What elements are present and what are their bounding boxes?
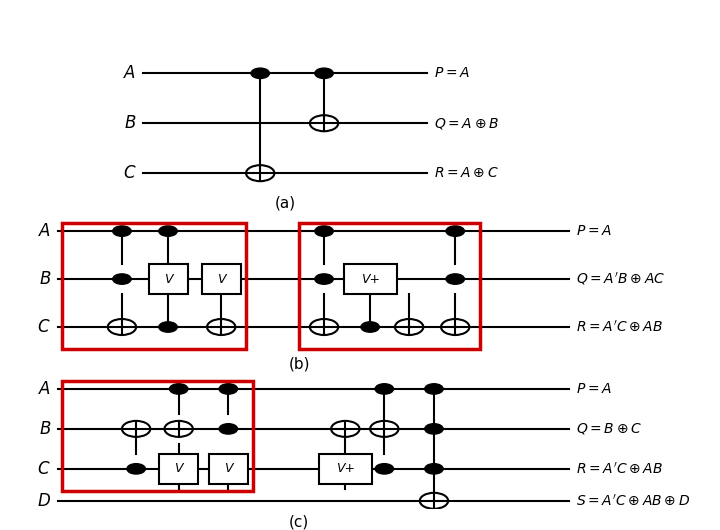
Text: $Q = A \oplus B$: $Q = A \oplus B$ [434,116,499,131]
Text: $B$: $B$ [39,270,51,288]
Text: $S = A'C \oplus AB \oplus D$: $S = A'C \oplus AB \oplus D$ [576,493,690,508]
Text: $B$: $B$ [39,420,51,438]
Text: $Q = A'B \oplus AC$: $Q = A'B \oplus AC$ [576,271,665,287]
Circle shape [420,493,448,509]
Circle shape [251,68,269,78]
Text: $C$: $C$ [37,460,51,478]
FancyBboxPatch shape [202,264,240,294]
Circle shape [246,165,274,181]
Circle shape [159,226,177,236]
Circle shape [446,226,464,236]
FancyBboxPatch shape [343,264,397,294]
Text: (c): (c) [289,515,310,530]
Circle shape [169,384,188,394]
Text: V: V [217,272,225,286]
Circle shape [446,274,464,284]
Circle shape [315,226,333,236]
Text: $C$: $C$ [122,164,136,182]
Text: $A$: $A$ [123,64,136,82]
Text: $Q = B \oplus C$: $Q = B \oplus C$ [576,421,642,436]
Text: $P = A$: $P = A$ [576,224,612,238]
Circle shape [219,384,238,394]
Circle shape [425,423,444,434]
Text: $R = A'C \oplus AB$: $R = A'C \oplus AB$ [576,320,663,334]
Circle shape [375,384,394,394]
FancyBboxPatch shape [159,454,198,484]
FancyBboxPatch shape [148,264,187,294]
Text: $P = A$: $P = A$ [434,66,470,81]
Circle shape [113,226,131,236]
Text: (b): (b) [289,357,310,372]
Circle shape [108,319,136,335]
Text: $A$: $A$ [38,380,51,398]
Circle shape [219,423,238,434]
Circle shape [207,319,235,335]
Text: V: V [163,272,172,286]
Circle shape [127,464,145,474]
Circle shape [425,464,444,474]
Text: $D$: $D$ [37,492,51,510]
Circle shape [370,421,398,437]
Text: V+: V+ [336,462,355,475]
Circle shape [425,384,444,394]
Text: (a): (a) [274,195,296,210]
Text: V+: V+ [361,272,379,286]
Text: $A$: $A$ [38,222,51,240]
Circle shape [315,68,333,78]
Text: $R = A \oplus C$: $R = A \oplus C$ [434,166,499,180]
Circle shape [113,274,131,284]
Circle shape [310,319,338,335]
Circle shape [315,274,333,284]
Circle shape [441,319,469,335]
Circle shape [159,322,177,332]
Text: $C$: $C$ [37,318,51,336]
Text: $P = A$: $P = A$ [576,382,612,396]
Text: V: V [224,462,233,475]
Text: $B$: $B$ [124,114,136,132]
Text: $R = A'C \oplus AB$: $R = A'C \oplus AB$ [576,462,663,476]
Circle shape [361,322,379,332]
Circle shape [395,319,423,335]
Circle shape [164,421,193,437]
FancyBboxPatch shape [319,454,372,484]
Circle shape [375,464,394,474]
Text: V: V [174,462,183,475]
Circle shape [122,421,150,437]
Circle shape [331,421,359,437]
Circle shape [310,115,338,131]
FancyBboxPatch shape [209,454,248,484]
